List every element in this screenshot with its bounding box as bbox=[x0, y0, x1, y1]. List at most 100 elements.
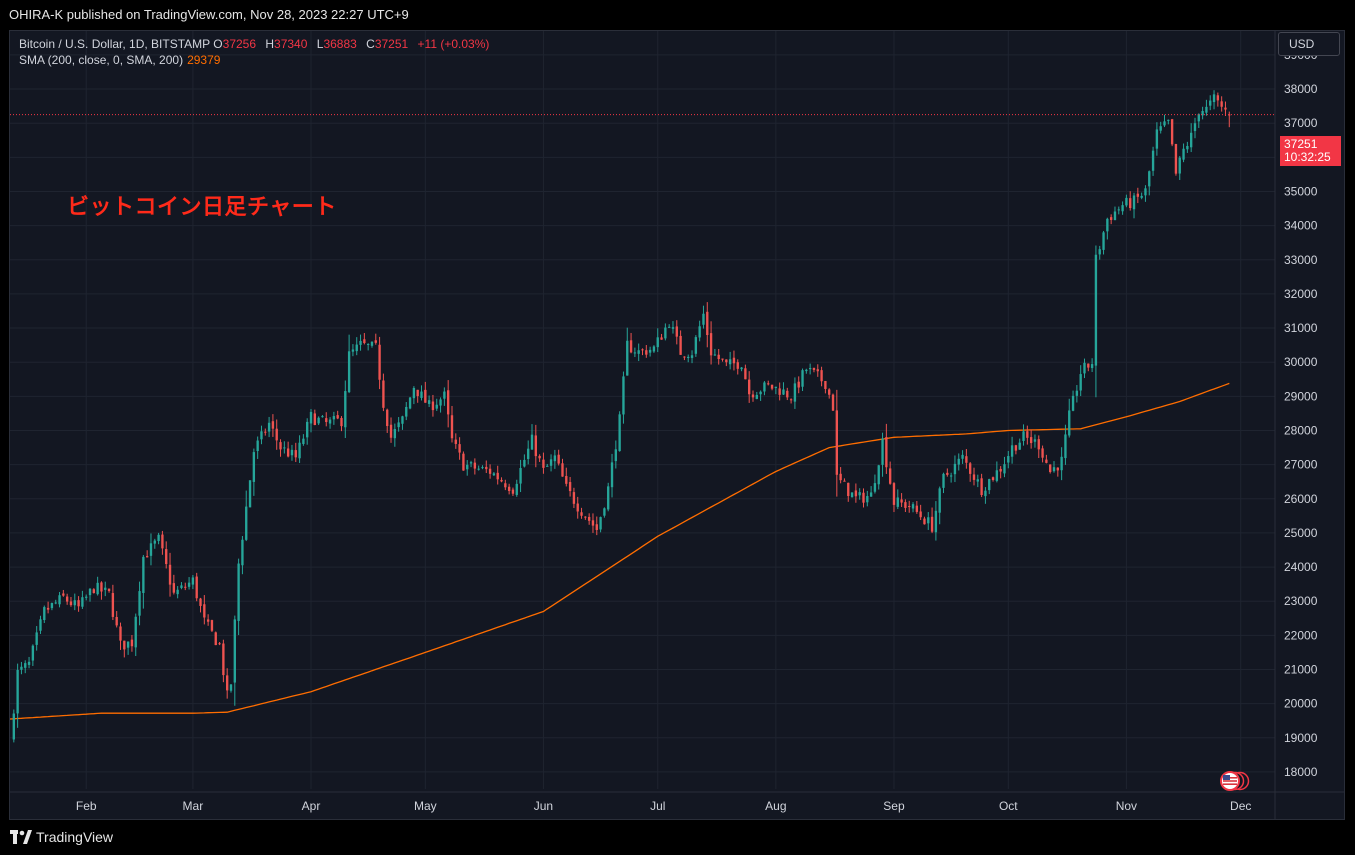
candle bbox=[824, 380, 827, 394]
candle-body bbox=[27, 661, 31, 665]
candle-body bbox=[919, 511, 922, 518]
candle-body bbox=[485, 466, 488, 470]
candle-body bbox=[366, 343, 370, 345]
candle-body bbox=[557, 454, 560, 464]
candle-body bbox=[439, 399, 442, 406]
candle-body bbox=[336, 415, 339, 419]
candle bbox=[546, 463, 549, 467]
candle bbox=[736, 359, 739, 375]
candle bbox=[1014, 444, 1018, 455]
candle bbox=[683, 356, 686, 361]
candle bbox=[557, 449, 560, 466]
candle bbox=[446, 380, 450, 428]
candle bbox=[984, 487, 987, 504]
candle-body bbox=[119, 626, 122, 641]
candle-body bbox=[214, 632, 217, 646]
candle bbox=[283, 441, 286, 454]
candle bbox=[1186, 141, 1189, 153]
candle bbox=[245, 490, 248, 542]
candle bbox=[344, 380, 347, 438]
candle-body bbox=[1148, 171, 1151, 187]
candle bbox=[450, 405, 454, 443]
candle-body bbox=[721, 358, 724, 360]
y-tick-label: 23000 bbox=[1284, 594, 1318, 608]
candle-body bbox=[488, 468, 492, 474]
candle-body bbox=[614, 449, 618, 462]
candle bbox=[20, 661, 23, 675]
candle bbox=[1121, 201, 1124, 215]
candle bbox=[1132, 192, 1136, 219]
candle-body bbox=[629, 340, 633, 353]
candle bbox=[427, 395, 431, 408]
candle-body bbox=[492, 473, 496, 476]
candle-body bbox=[1010, 445, 1014, 457]
candle bbox=[972, 467, 976, 486]
candle-body bbox=[145, 556, 149, 558]
candle-body bbox=[496, 472, 499, 480]
candle bbox=[226, 668, 229, 699]
candle-body bbox=[1167, 119, 1170, 121]
candle bbox=[892, 482, 896, 513]
candle bbox=[908, 500, 911, 513]
candle bbox=[965, 449, 968, 469]
candle bbox=[885, 423, 888, 474]
candle-body bbox=[504, 483, 507, 488]
candle-body bbox=[363, 339, 366, 344]
candle-body bbox=[222, 643, 225, 676]
candle-body bbox=[294, 450, 297, 458]
candle-body bbox=[988, 479, 991, 491]
candle bbox=[843, 478, 846, 482]
y-tick-label: 30000 bbox=[1284, 355, 1318, 369]
sma-value: 29379 bbox=[187, 53, 221, 67]
candle-body bbox=[12, 713, 15, 740]
candle bbox=[930, 507, 934, 534]
candle bbox=[1228, 111, 1231, 128]
candle-body bbox=[546, 465, 549, 467]
tradingview-logo[interactable]: TradingView bbox=[10, 829, 113, 845]
candle bbox=[953, 455, 957, 483]
candle bbox=[1144, 185, 1147, 202]
chart-legend: Bitcoin / U.S. Dollar, 1D, BITSTAMP O372… bbox=[19, 36, 495, 68]
candle bbox=[126, 641, 130, 655]
candle-body bbox=[16, 669, 19, 714]
chart-frame[interactable]: 18000 19000 20000 21000 22000 23000 24000 25000… bbox=[9, 30, 1345, 820]
candle bbox=[927, 512, 930, 530]
candle bbox=[1037, 435, 1040, 459]
candle bbox=[218, 642, 221, 646]
candlestick-chart[interactable]: 18000 19000 20000 21000 22000 23000 24000 25000… bbox=[10, 31, 1344, 819]
candle-body bbox=[1159, 126, 1162, 131]
y-tick-label: 25000 bbox=[1284, 526, 1318, 540]
candle-body bbox=[572, 492, 576, 504]
candle-body bbox=[584, 516, 587, 518]
candle bbox=[816, 364, 819, 377]
y-tick-label: 26000 bbox=[1284, 492, 1318, 506]
candle bbox=[85, 594, 88, 601]
candle-body bbox=[1109, 217, 1113, 220]
candle bbox=[153, 538, 156, 549]
candle bbox=[35, 626, 38, 651]
candle-body bbox=[1212, 94, 1216, 103]
candle bbox=[69, 597, 73, 607]
candle bbox=[553, 449, 557, 469]
last-price-tag: 37251 10:32:25 bbox=[1280, 136, 1341, 166]
candle-body bbox=[576, 503, 579, 512]
candle-body bbox=[264, 431, 267, 433]
candle bbox=[1140, 192, 1143, 200]
candle bbox=[443, 387, 446, 406]
candle-body bbox=[466, 464, 469, 470]
candle bbox=[721, 358, 724, 362]
candle bbox=[96, 576, 99, 596]
candle-body bbox=[610, 462, 614, 488]
candle bbox=[976, 474, 979, 488]
us-flag-icon[interactable] bbox=[1218, 770, 1252, 792]
candle-body bbox=[732, 357, 736, 364]
candle bbox=[1056, 467, 1059, 477]
candle-body bbox=[187, 582, 191, 587]
candle bbox=[740, 367, 743, 372]
candle bbox=[165, 541, 168, 569]
candle-body bbox=[652, 346, 656, 352]
candle-body bbox=[267, 422, 271, 432]
currency-button[interactable]: USD bbox=[1278, 32, 1340, 56]
x-tick-label: Aug bbox=[765, 799, 786, 813]
candle-body bbox=[1049, 464, 1052, 473]
